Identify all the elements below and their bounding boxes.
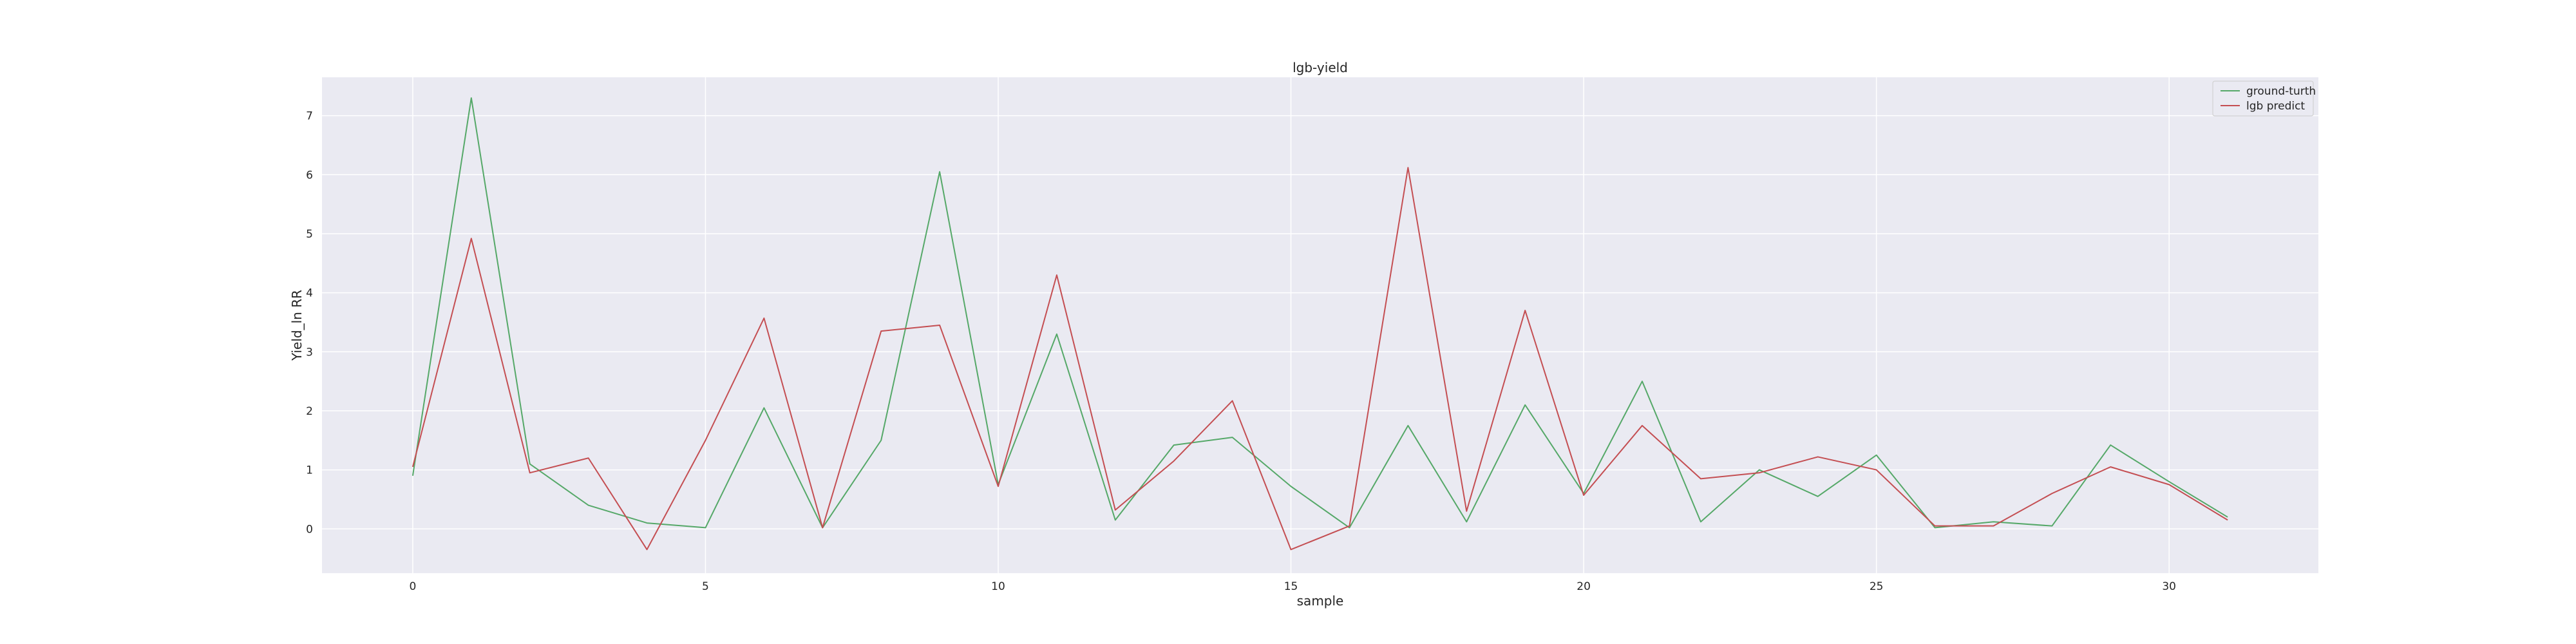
plot-area xyxy=(322,77,2318,573)
y-tick-label: 1 xyxy=(306,464,313,477)
y-tick-label: 3 xyxy=(306,346,313,359)
y-tick-label: 4 xyxy=(306,287,313,300)
legend-label-lgb-predict: lgb predict xyxy=(2246,100,2305,113)
legend: ground-turth lgb predict xyxy=(2212,80,2316,117)
x-tick-label: 25 xyxy=(1870,580,1884,593)
x-tick-label: 20 xyxy=(1577,580,1591,593)
y-tick-label: 6 xyxy=(306,169,313,182)
y-axis-label: Yield_ln RR xyxy=(289,290,305,361)
series-line-lgb-predict xyxy=(412,167,2228,551)
x-tick-label: 0 xyxy=(409,580,416,593)
x-tick-label: 5 xyxy=(702,580,709,593)
y-tick-label: 7 xyxy=(306,110,313,123)
legend-box xyxy=(2212,80,2314,117)
x-tick-labels: 0 5 10 15 20 25 30 xyxy=(409,580,2176,593)
y-tick-labels: 0 1 2 3 4 5 6 7 xyxy=(306,110,313,536)
x-axis-label: sample xyxy=(1297,593,1344,609)
grid xyxy=(322,77,2318,573)
x-tick-label: 10 xyxy=(991,580,1005,593)
y-tick-label: 0 xyxy=(306,523,313,536)
chart-title: lgb-yield xyxy=(1293,60,1348,75)
x-tick-label: 15 xyxy=(1284,580,1298,593)
y-tick-label: 2 xyxy=(306,405,313,418)
x-tick-label: 30 xyxy=(2162,580,2176,593)
legend-label-ground-turth: ground-turth xyxy=(2246,85,2316,98)
series-line-ground-turth xyxy=(412,97,2228,529)
series-layer xyxy=(412,97,2228,551)
y-tick-label: 5 xyxy=(306,228,313,241)
